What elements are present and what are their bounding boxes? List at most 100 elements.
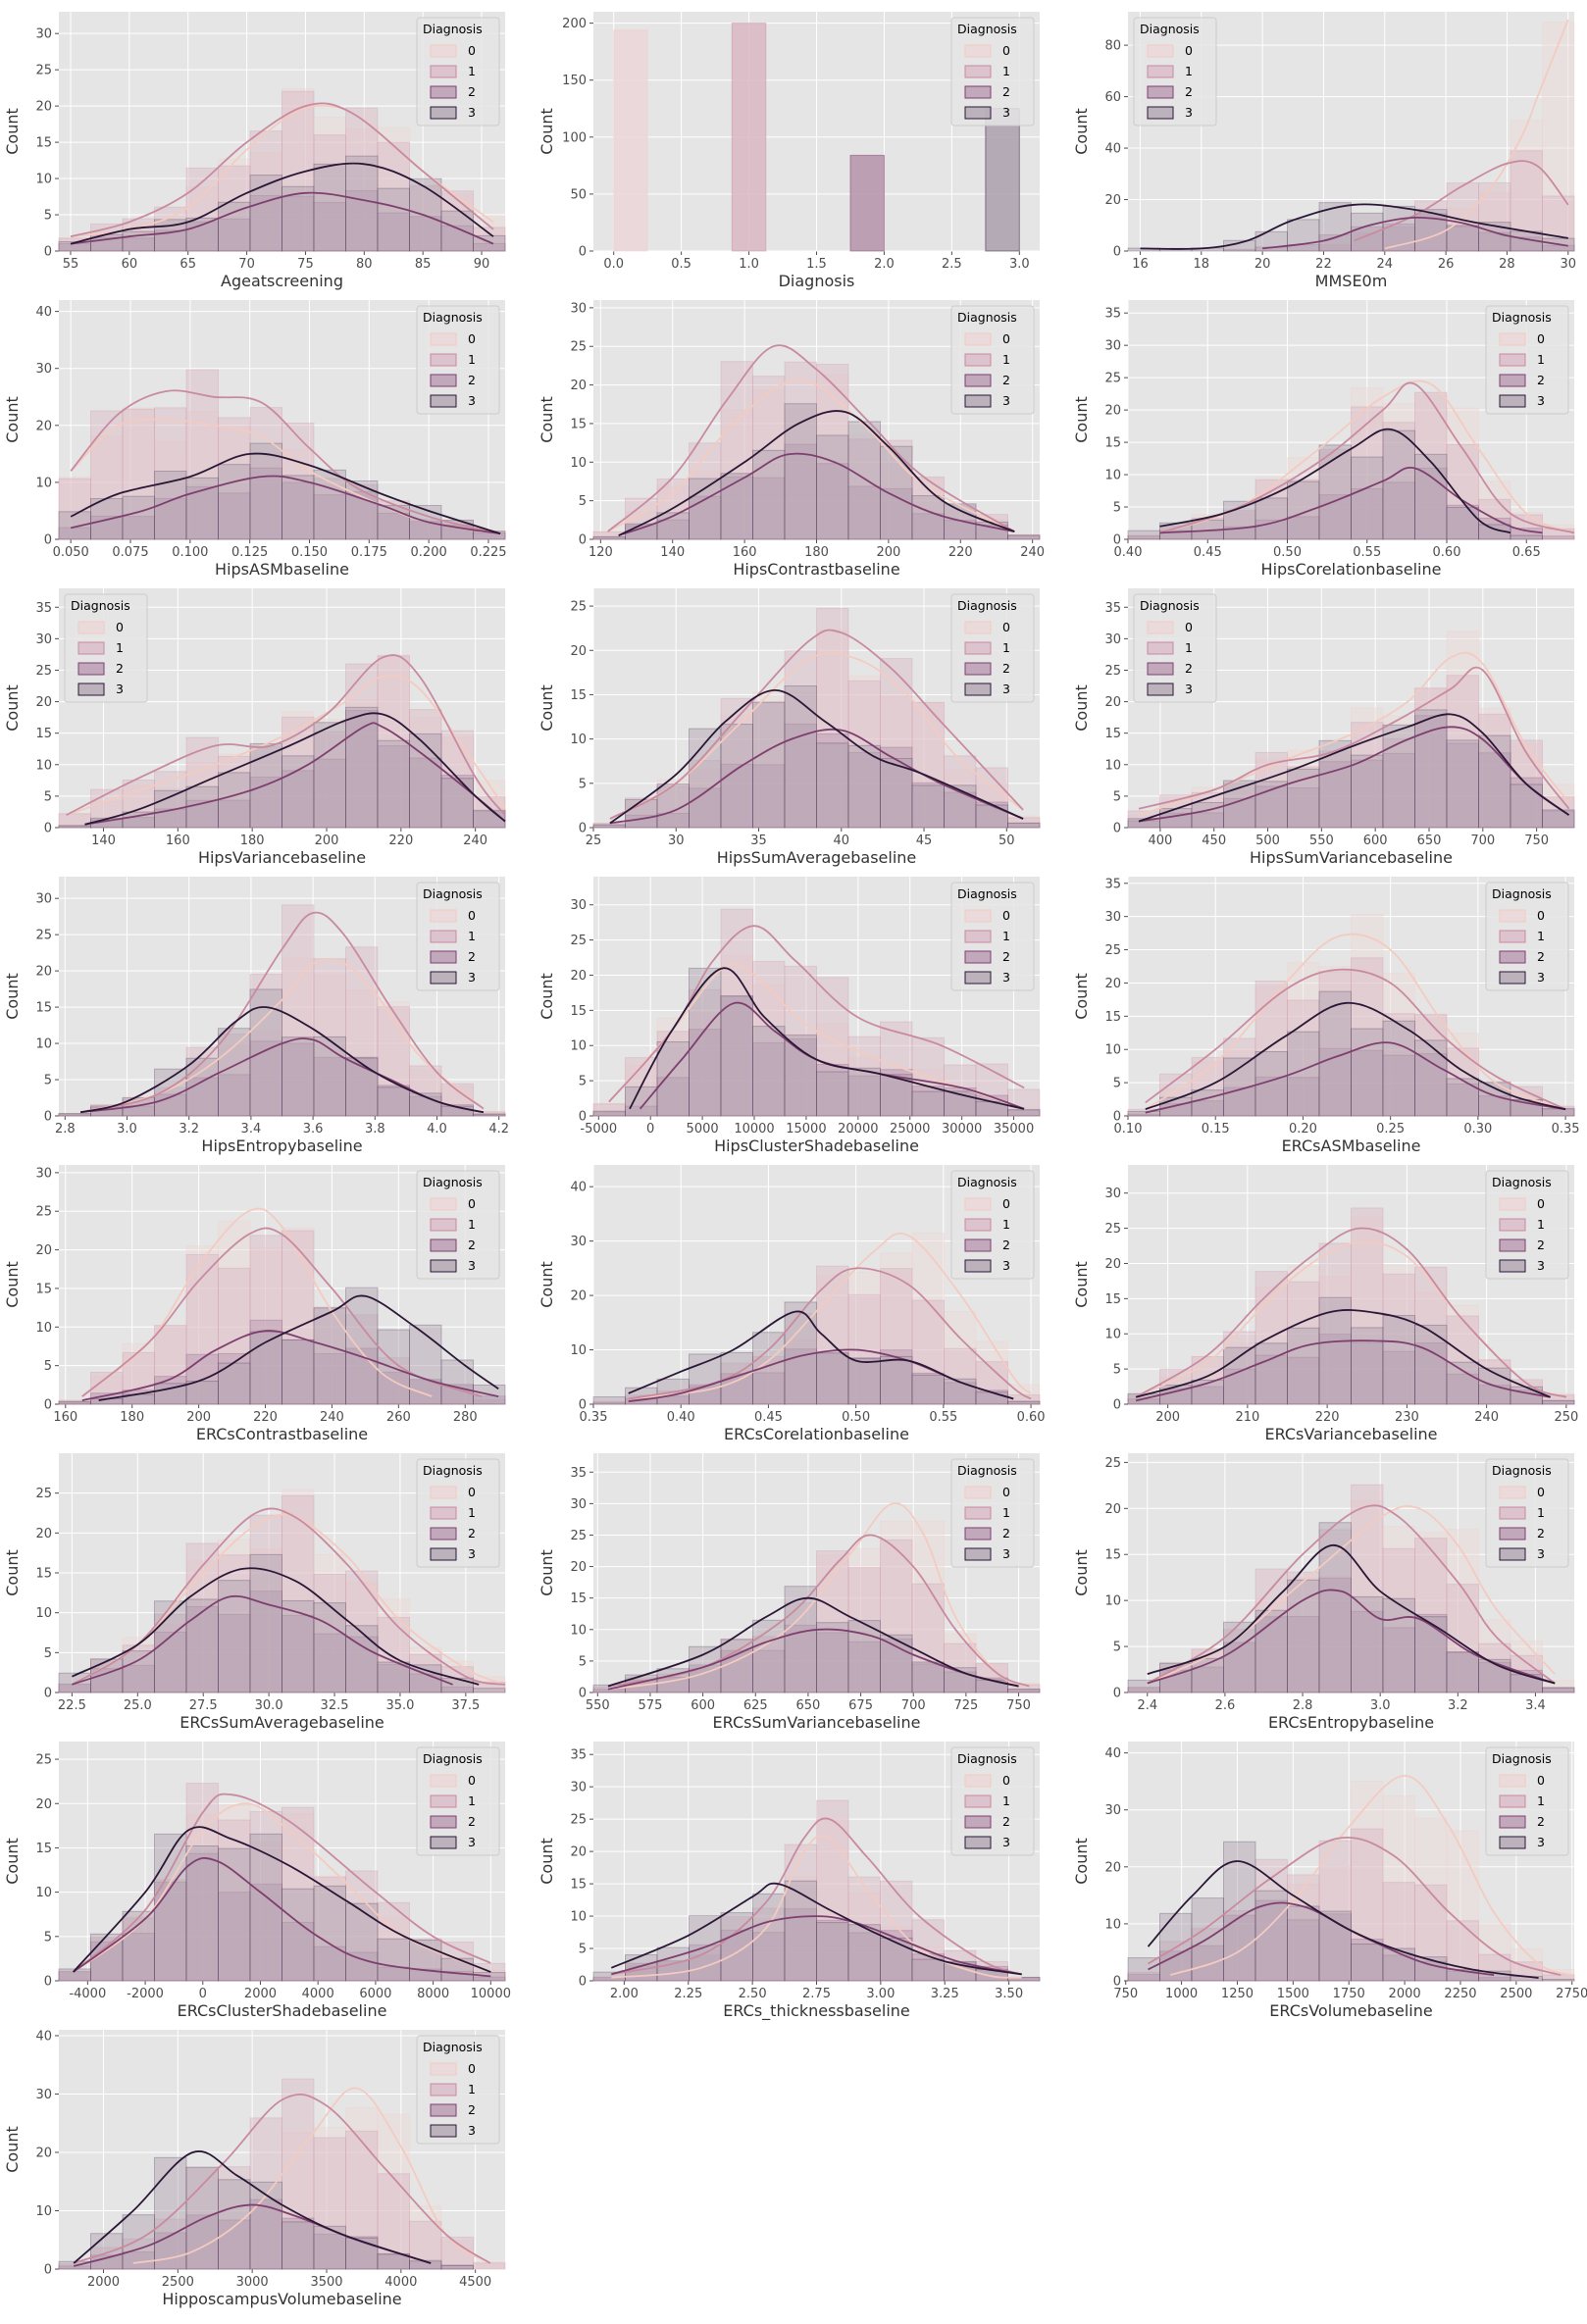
histogram-bar-3 <box>1127 1679 1160 1693</box>
legend-label-2: 2 <box>468 84 476 99</box>
histogram-bar-3 <box>122 1910 155 1982</box>
histogram-bar-2 <box>1007 823 1041 829</box>
y-axis-label: Count <box>1072 684 1091 732</box>
histogram-bar-3 <box>1478 1970 1511 1982</box>
histogram-bar-1 <box>218 417 251 540</box>
legend-swatch-3 <box>964 1259 992 1273</box>
x-tick-label: 2000 <box>244 1987 277 2001</box>
y-tick-label: 40 <box>35 2029 52 2044</box>
histogram-bar-3 <box>1446 1651 1479 1693</box>
kde-line-3 <box>72 1567 480 1686</box>
histogram-bar-0 <box>377 1374 410 1405</box>
histogram-panel-ERCsClusterShadebaseline: -4000 -2000 0 2000 4000 6000 8000 10000 0 5 10 15 20… <box>2 1742 519 2032</box>
histogram-bar-0 <box>345 989 379 1117</box>
y-tick-label: 0 <box>44 822 52 836</box>
legend-label-0: 0 <box>1185 620 1193 634</box>
y-tick-label: 30 <box>570 301 587 316</box>
histogram-bar-1 <box>592 1400 626 1405</box>
histogram-bar-0 <box>1318 451 1352 540</box>
histogram-bar-2 <box>1542 535 1575 540</box>
x-tick-label: 2.6 <box>1215 1698 1236 1713</box>
histogram-bar-2 <box>122 817 155 829</box>
legend-label-1: 1 <box>1537 1794 1545 1808</box>
histogram-bar-1 <box>1318 971 1352 1117</box>
histogram-bar-1 <box>752 1907 786 1982</box>
x-tick-label: 65 <box>179 257 196 272</box>
y-tick-label: 0 <box>1113 245 1121 260</box>
histogram-bar-2 <box>752 764 786 829</box>
histogram-bar-3 <box>440 1677 474 1693</box>
y-tick-label: 10 <box>1104 469 1121 483</box>
legend-swatch-0 <box>430 44 457 58</box>
y-tick-label: 150 <box>562 74 587 88</box>
y-tick-label: 25 <box>1104 943 1121 958</box>
legend-swatch-2 <box>964 85 992 99</box>
y-tick-label: 35 <box>570 1466 587 1481</box>
histogram-bar-3 <box>345 2237 379 2270</box>
y-tick-label: 5 <box>44 1646 52 1661</box>
legend-swatch-3 <box>1499 394 1526 408</box>
histogram-bar-1 <box>592 1103 626 1117</box>
legend-swatch-2 <box>1499 950 1526 964</box>
histogram-bar-0 <box>1542 22 1575 252</box>
x-tick-label: 0.45 <box>754 1410 783 1425</box>
histogram-bar-3 <box>218 1028 251 1117</box>
histogram-bar-0 <box>440 526 474 540</box>
histogram-bar-2 <box>1191 1100 1224 1117</box>
histogram-bar-0 <box>473 1110 506 1117</box>
histogram-bar-0 <box>122 784 155 829</box>
x-tick-label: 650 <box>796 1698 821 1713</box>
histogram-bar-2 <box>440 775 474 829</box>
legend: Diagnosis 0 1 2 3 <box>416 1458 500 1568</box>
histogram-panel-HipsEntropybaseline: 2.8 3.0 3.2 3.4 3.6 3.8 4.0 4.2 0 5 10 15 20 25 30 Hips… <box>2 877 519 1167</box>
legend-label-0: 0 <box>1537 331 1545 346</box>
histogram-bar-2 <box>1318 1577 1352 1693</box>
legend-title: Diagnosis <box>1492 1463 1552 1478</box>
histogram-bar-0 <box>1127 1977 1160 1982</box>
histogram-bar-1 <box>282 2078 315 2270</box>
histogram-bar-2 <box>1287 516 1320 540</box>
y-tick-label: 15 <box>570 417 587 431</box>
x-tick-label: -4000 <box>69 1987 106 2001</box>
y-tick-label: 5 <box>44 789 52 804</box>
histogram-bar-3 <box>122 495 155 540</box>
x-tick-label: 0.40 <box>1114 545 1143 560</box>
legend-swatch-1 <box>964 1218 992 1232</box>
y-tick-label: 200 <box>562 17 587 31</box>
y-tick-label: 0 <box>1113 1687 1121 1701</box>
legend: Diagnosis 0 1 2 3 <box>416 17 500 126</box>
x-tick-label: 2.4 <box>1137 1698 1157 1713</box>
histogram-bar-2 <box>122 237 155 252</box>
kde-line-3 <box>79 1006 485 1114</box>
y-axis-label: Count <box>3 108 22 155</box>
x-tick-label: 0.35 <box>1552 1122 1580 1137</box>
chart-svg: 750 1000 1250 1500 1750 2000 2250 2500 275001020… <box>1072 1742 1587 2020</box>
histogram-bar-3 <box>1542 809 1575 829</box>
histogram-bar-0 <box>689 1390 722 1405</box>
histogram-bar-3 <box>1007 534 1041 540</box>
histogram-bar-1 <box>880 1268 913 1405</box>
legend: Diagnosis 0 1 2 3 <box>416 2035 500 2145</box>
histogram-bar-2 <box>1127 534 1160 540</box>
y-tick-label: 0 <box>579 1398 587 1413</box>
histogram-bar-3 <box>377 187 410 252</box>
histogram-bar-2 <box>1191 812 1224 829</box>
y-tick-label: 5 <box>1113 501 1121 516</box>
histogram-bar-2 <box>1351 1341 1384 1405</box>
legend-swatch-2 <box>1147 85 1174 99</box>
histogram-bar-1 <box>847 438 881 540</box>
histogram-bar-3 <box>752 449 786 540</box>
kde-line-1 <box>1138 666 1570 810</box>
histogram-bar-0 <box>847 1271 881 1405</box>
histogram-bar-0 <box>784 1034 817 1117</box>
histogram-bar-2 <box>1351 1939 1384 1982</box>
legend-label-1: 1 <box>1002 1794 1010 1808</box>
legend-title: Diagnosis <box>957 1751 1017 1766</box>
legend-label-3: 3 <box>468 1835 476 1849</box>
histogram-bar-2 <box>911 1086 945 1117</box>
histogram-bar-1 <box>1127 535 1160 540</box>
histogram-bar-2 <box>625 1397 658 1405</box>
histogram-bar-1 <box>656 478 690 540</box>
histogram-bar-0 <box>911 1946 945 1982</box>
histogram-bar-2 <box>377 212 410 252</box>
